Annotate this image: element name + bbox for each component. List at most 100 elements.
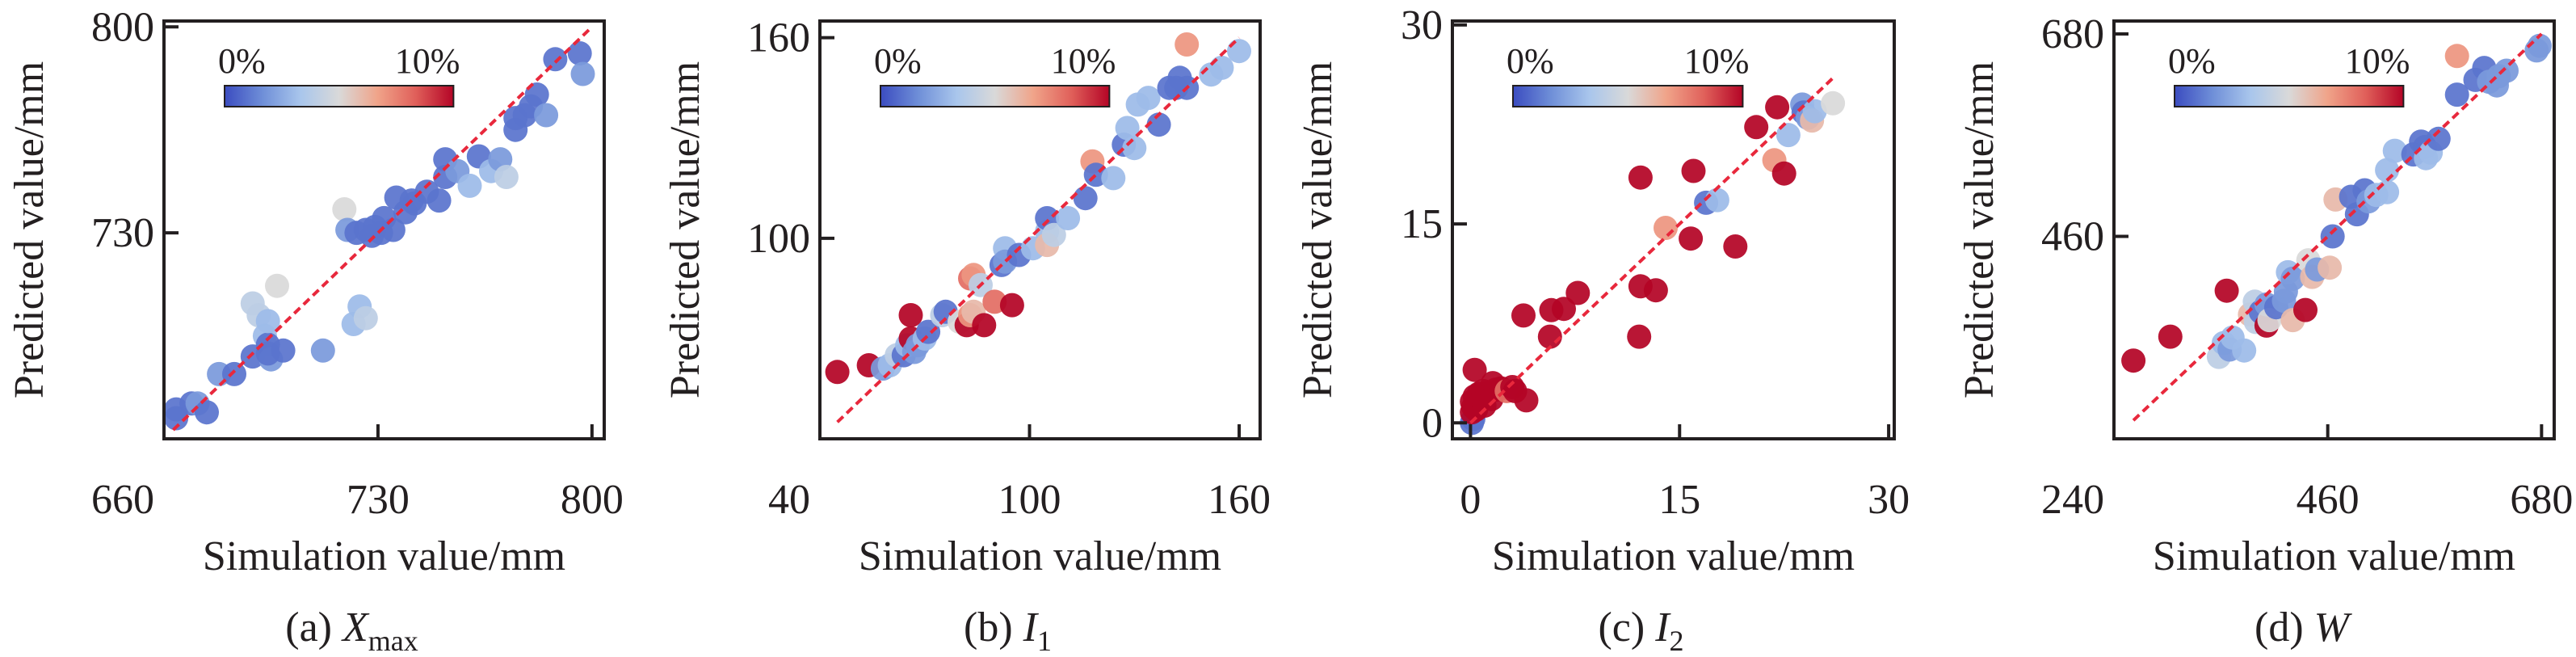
data-point [2121,348,2146,373]
caption-prefix: (a) [285,604,342,651]
caption-variable: X [341,604,370,651]
data-point [2382,138,2407,163]
y-axis-label: Predicted value/mm [6,61,53,398]
colorbar-min-label: 0% [218,41,266,81]
data-point [1744,115,1769,140]
data-point [1056,206,1081,230]
fit-line [1469,77,1834,424]
caption-subscript: max [368,625,418,657]
colorbar [224,85,455,107]
data-point [1101,166,1126,191]
data-point [916,319,941,344]
data-point [1565,280,1591,305]
fit-line [171,25,594,432]
scatter-points [1460,91,1846,436]
data-point [1627,324,1652,349]
data-point [1227,39,1251,64]
x-tick-label: 240 [2041,477,2104,523]
axes-frame [162,19,606,440]
y-axis-label: Predicted value/mm [1956,61,2002,398]
y-tick-label: 100 [747,216,810,262]
panel-a: 730 800 660 730 800 Simulation value/mm Predic… [6,4,624,657]
data-point [2426,126,2451,151]
data-point [1802,99,1827,124]
caption-prefix: (c) [1598,604,1655,651]
data-point [2444,44,2469,69]
data-point [2494,58,2519,83]
data-point [195,400,219,425]
data-point [1552,297,1576,322]
data-point [457,173,482,198]
data-point [1681,158,1706,183]
scatter-points [2121,33,2552,373]
data-point [1771,161,1796,186]
x-tick-label: 660 [91,477,154,523]
data-point [1628,165,1653,190]
scatter-points [825,32,1251,385]
y-tick-label: 800 [91,4,154,50]
x-tick-label: 40 [768,477,810,523]
data-point [1654,216,1678,240]
axes-frame [1451,19,1896,440]
colorbar [1512,85,1744,107]
caption-prefix: (b) [964,604,1023,651]
panel-b: 100 160 40 100 160 Simulation value/mm Predict… [662,15,1271,657]
data-point [271,338,296,363]
panel-caption: (c) I2 [1598,604,1683,657]
data-point [1209,55,1234,80]
panel-caption: (b) I1 [964,604,1052,657]
x-axis-label: Simulation value/mm [2153,533,2515,579]
colorbar [880,85,1111,107]
data-point [353,305,378,331]
x-tick-label: 800 [561,477,624,523]
data-point [898,303,923,327]
data-point [1175,32,1200,57]
y-tick-label: 460 [2041,213,2104,259]
caption-subscript: 1 [1037,625,1052,657]
y-tick-label: 160 [747,15,810,61]
data-point [1136,86,1161,111]
data-point [265,273,289,298]
data-point [1146,112,1171,137]
colorbar-min-label: 0% [874,41,922,81]
data-point [332,197,357,221]
data-point [1679,226,1704,251]
data-point [310,338,335,363]
y-tick-label: 15 [1401,201,1443,247]
data-point [2280,266,2305,291]
panel-d: 460 680 240 460 680 Simulation value/mm Predic… [1956,11,2573,651]
data-point [1115,116,1140,141]
colorbar-max-label: 10% [2345,41,2410,81]
caption-subscript: 2 [1670,625,1684,657]
x-tick-label: 0 [1460,477,1481,523]
data-point [2528,33,2552,58]
data-point [1643,278,1668,303]
data-point [1041,222,1066,247]
x-axis-label: Simulation value/mm [859,533,1221,579]
data-point [2158,324,2183,349]
panel-c: 0 15 30 0 15 30 Simulation value/mm Predicted v… [1295,2,1910,657]
data-point [2375,179,2400,204]
fit-line [2132,32,2543,422]
data-point [1765,95,1790,120]
data-point [164,406,189,431]
colorbar-max-label: 10% [1684,41,1750,81]
y-axis-label: Predicted value/mm [1295,61,1341,398]
data-point [1073,186,1098,211]
data-point [543,47,568,72]
data-point [222,361,246,386]
data-point [1462,357,1487,382]
data-point [1514,388,1539,413]
y-tick-label: 0 [1422,400,1443,446]
data-point [1775,123,1801,148]
caption-variable: I [1654,604,1671,651]
x-tick-label: 30 [1868,477,1910,523]
data-point [2293,297,2318,322]
data-point [1704,187,1729,213]
panel-caption: (d) W [2255,604,2353,651]
data-point [567,41,592,65]
data-point [534,103,559,128]
data-point [972,313,997,338]
y-axis-label: Predicted value/mm [662,61,708,398]
